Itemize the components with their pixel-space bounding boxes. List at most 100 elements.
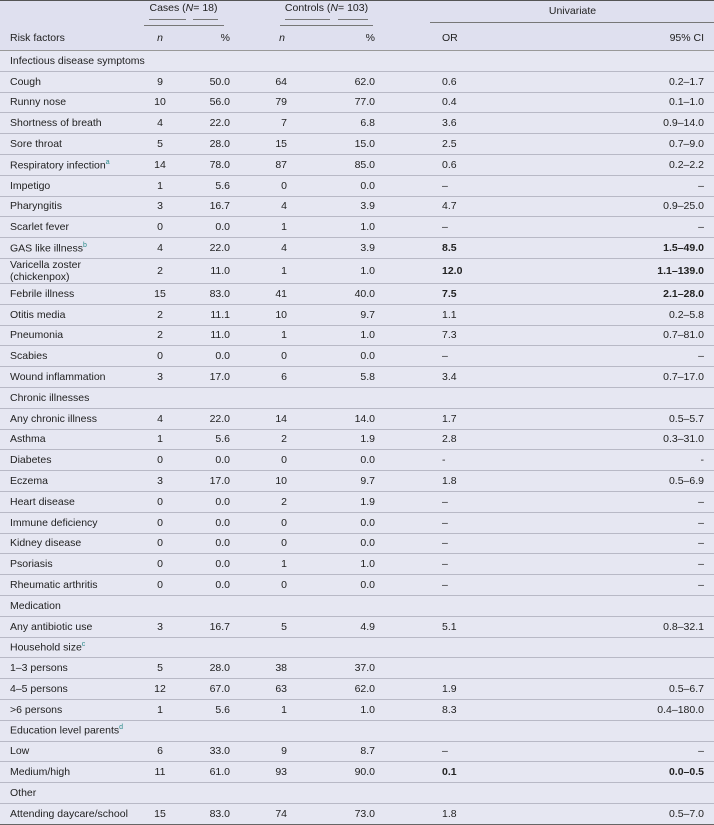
confidence-interval: [580, 658, 714, 679]
confidence-interval: –: [698, 745, 704, 758]
controls-pct: 15.0: [354, 138, 375, 151]
confidence-interval: 0.5–7.0: [668, 807, 704, 820]
controls-pct: 1.0: [360, 558, 375, 571]
table-row: Varicella zoster (chickenpox) 2 11.0 1 1.0 12…: [0, 258, 714, 284]
controls-n: 4: [281, 242, 287, 255]
cases-n: 1: [157, 179, 163, 192]
cases-pct: 28.0: [209, 138, 230, 151]
table-row: Any antibiotic use 3 16.7 5 4.9 5.1 0.8–32.1: [0, 616, 714, 638]
cases-pct: 0.0: [215, 221, 230, 234]
controls-pct: 1.9: [360, 495, 375, 508]
cases-n: 9: [157, 75, 163, 88]
odds-ratio: 1.1: [442, 308, 457, 321]
controls-pct: 14.0: [354, 412, 375, 425]
controls-pct: 3.9: [360, 200, 375, 213]
cases-n: 0: [157, 537, 163, 550]
cases-pct: 22.0: [209, 412, 230, 425]
controls-pct: 40.0: [354, 287, 375, 300]
section-label: Education level parentsd: [10, 724, 124, 737]
controls-pct: 0.0: [360, 537, 375, 550]
cases-pct: 0.0: [215, 350, 230, 363]
table-row: Scabies 0 0.0 0 0.0 – –: [0, 346, 714, 367]
controls-pct: 62.0: [354, 683, 375, 695]
header-column-row: Risk factors n % n % OR 95% CI: [0, 26, 714, 51]
cases-pct-header: %: [180, 26, 230, 51]
confidence-interval: 0.0–0.5: [668, 766, 704, 779]
risk-factor-label: Eczema: [10, 475, 48, 488]
controls-pct: 0.0: [360, 179, 375, 192]
table-row: Diabetes 0 0.0 0 0.0 - -: [0, 450, 714, 471]
confidence-interval: –: [698, 350, 704, 363]
controls-pct: 77.0: [354, 96, 375, 109]
table-row: Otitis media 2 11.1 10 9.7 1.1 0.2–5.8: [0, 304, 714, 326]
controls-n: 64: [275, 75, 287, 88]
controls-n: 0: [281, 516, 287, 529]
controls-n: 41: [275, 287, 287, 300]
controls-n: 38: [275, 662, 287, 675]
controls-n: 63: [275, 683, 287, 695]
footnote-marker: d: [119, 724, 124, 732]
odds-ratio: 2.8: [442, 433, 457, 446]
controls-pct: 5.8: [360, 371, 375, 384]
cases-n: 2: [157, 308, 163, 321]
cases-pct: 0.0: [215, 558, 230, 571]
risk-factor-label: Psoriasis: [10, 558, 53, 571]
table-row: Scarlet fever 0 0.0 1 1.0 – –: [0, 217, 714, 238]
risk-factor-label: Attending daycare/school: [10, 807, 128, 820]
table-row: Runny nose 10 56.0 79 77.0 0.4 0.1–1.0: [0, 92, 714, 113]
controls-n: 14: [275, 412, 287, 425]
cases-pct: 17.0: [209, 475, 230, 488]
table-row: Eczema 3 17.0 10 9.7 1.8 0.5–6.9: [0, 471, 714, 492]
odds-ratio: 2.5: [442, 138, 457, 151]
cases-pct: 11.0: [210, 329, 230, 342]
confidence-interval: 0.2–5.8: [668, 308, 704, 321]
odds-ratio: –: [442, 537, 448, 550]
table-row: Medium/high 11 61.0 93 90.0 0.1 0.0–0.5: [0, 762, 714, 783]
controls-n: 9: [281, 745, 287, 758]
table-row: Respiratory infectiona 14 78.0 87 85.0 0.6 0.2…: [0, 154, 714, 176]
odds-ratio: 8.5: [442, 242, 457, 255]
risk-factor-label: Any chronic illness: [10, 412, 97, 425]
cases-pct: 33.0: [209, 745, 230, 758]
table-row: Sore throat 5 28.0 15 15.0 2.5 0.7–9.0: [0, 134, 714, 155]
section-label: Infectious disease symptoms: [10, 54, 145, 67]
controls-pct: 1.0: [360, 703, 375, 716]
risk-factor-label: Heart disease: [10, 495, 75, 508]
controls-n: 15: [275, 138, 287, 151]
risk-factor-label: Pneumonia: [10, 329, 64, 342]
odds-ratio: –: [442, 745, 448, 758]
confidence-interval: 0.7–17.0: [663, 371, 704, 384]
controls-n: 0: [281, 179, 287, 192]
confidence-interval: 1.1–139.0: [657, 264, 704, 277]
controls-pct: 90.0: [354, 766, 375, 779]
odds-ratio: 1.8: [442, 475, 457, 488]
controls-pct: 37.0: [354, 662, 375, 675]
confidence-interval: –: [698, 221, 704, 234]
cases-n: 6: [157, 745, 163, 758]
cases-pct: 50.0: [209, 75, 230, 88]
odds-ratio: –: [442, 179, 448, 192]
risk-factor-label: Immune deficiency: [10, 516, 98, 529]
odds-ratio: 0.6: [442, 75, 457, 88]
cases-n: 0: [157, 495, 163, 508]
controls-n: 87: [275, 158, 287, 171]
controls-n: 5: [281, 620, 287, 633]
risk-factor-label: Low: [10, 745, 30, 758]
confidence-interval: 0.2–2.2: [668, 158, 704, 171]
cases-n: 11: [154, 766, 166, 779]
controls-n: 93: [275, 766, 287, 779]
table-row: Any chronic illness 4 22.0 14 14.0 1.7 0.5–5.7: [0, 408, 714, 430]
confidence-interval: 0.7–9.0: [668, 138, 704, 151]
odds-ratio: –: [442, 579, 448, 592]
section-row: Education level parentsd: [0, 720, 714, 741]
risk-factor-label: Respiratory infectiona: [10, 158, 110, 172]
controls-pct: 85.0: [354, 158, 375, 171]
cases-n: 5: [157, 662, 163, 675]
controls-group-header: Controls (N = 103): [230, 0, 375, 27]
risk-factor-label: Cough: [10, 75, 41, 88]
cases-n: 15: [154, 807, 166, 820]
confidence-interval: 1.5–49.0: [663, 242, 704, 255]
cases-pct: 0.0: [215, 495, 230, 508]
risk-factor-label: Runny nose: [10, 96, 67, 109]
odds-ratio: 1.9: [442, 683, 457, 695]
